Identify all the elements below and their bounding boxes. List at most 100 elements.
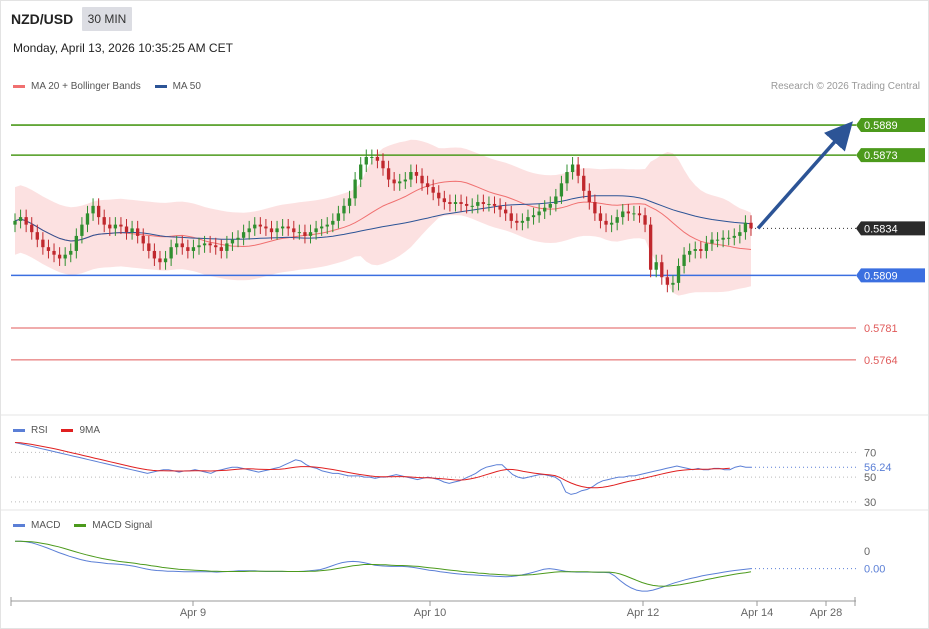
- candle-body: [648, 224, 653, 270]
- candle-body: [41, 239, 45, 248]
- rsi-swatch: [13, 428, 25, 432]
- rsi-legend: RSI 9MA: [13, 425, 111, 436]
- candle-body: [124, 226, 129, 233]
- candle-body: [576, 164, 580, 176]
- macd-swatch: [13, 523, 25, 527]
- macd-last-value: 0.00: [864, 564, 885, 576]
- candle-body: [96, 205, 101, 218]
- candle-body: [308, 232, 313, 236]
- candle-body: [108, 224, 112, 229]
- candle-body: [230, 239, 235, 244]
- candle-body: [258, 224, 262, 227]
- candle-body: [464, 203, 469, 206]
- candle-body: [359, 164, 363, 180]
- candle-body: [621, 211, 625, 218]
- legend-item-ma50: MA 50: [154, 81, 201, 92]
- candle-body: [643, 215, 647, 225]
- candle-body: [453, 202, 458, 204]
- candle-body: [303, 232, 307, 236]
- candle-body: [225, 243, 229, 251]
- candle-body: [537, 211, 541, 216]
- candle-body: [375, 157, 380, 161]
- candle-body: [442, 198, 446, 203]
- candle-body: [437, 192, 441, 199]
- candle-body: [152, 250, 157, 259]
- legend-item-9ma: 9MA: [61, 425, 100, 436]
- rsi-series-rsi: [14, 442, 751, 495]
- candle-body: [247, 228, 251, 233]
- macd-tick-0: 0: [864, 546, 870, 558]
- x-tick-label: Apr 10: [414, 607, 446, 619]
- symbol-title[interactable]: NZD/USD: [11, 11, 74, 27]
- candle-body: [403, 179, 407, 182]
- candle-body: [370, 157, 374, 158]
- candle-body: [85, 213, 90, 225]
- candle-body: [364, 157, 368, 165]
- level-label-0.5764: 0.5764: [864, 355, 898, 367]
- candle-body: [158, 258, 162, 263]
- candle-body: [727, 237, 731, 239]
- datetime-label: Monday, April 13, 2026 10:35:25 AM CET: [13, 41, 233, 55]
- candle-body: [297, 232, 302, 234]
- candle-body: [280, 226, 285, 229]
- candle-body: [353, 179, 357, 199]
- candle-body: [347, 198, 352, 206]
- rsi-last-value: 56.24: [864, 462, 892, 474]
- candle-body: [214, 245, 218, 248]
- candle-body: [253, 224, 257, 229]
- candle-body: [515, 220, 519, 223]
- candle-body: [57, 254, 62, 259]
- candle-body: [660, 262, 664, 278]
- candle-body: [459, 202, 463, 204]
- candle-body: [481, 202, 486, 204]
- projection-arrow: [756, 121, 853, 230]
- legend-item-macd: MACD: [13, 520, 60, 531]
- candle-body: [414, 172, 419, 176]
- level-label-0.5809: 0.5809: [864, 270, 898, 282]
- candle-body: [476, 202, 480, 206]
- candle-body: [715, 239, 720, 241]
- macd-legend: MACD MACD Signal: [13, 520, 163, 531]
- candle-body: [264, 226, 268, 229]
- candle-body: [654, 262, 658, 270]
- candle-body: [91, 205, 95, 214]
- ma50-swatch: [154, 84, 167, 88]
- 9ma-swatch: [61, 428, 74, 432]
- candle-body: [492, 203, 497, 206]
- candle-body: [119, 224, 123, 227]
- candle-body: [136, 228, 140, 236]
- candle-body: [30, 224, 34, 233]
- candle-body: [487, 203, 491, 205]
- candle-body: [80, 224, 84, 236]
- rsi-tick-50: 50: [864, 472, 876, 484]
- level-label-0.5889: 0.5889: [864, 120, 898, 132]
- timeframe-badge[interactable]: 30 MIN: [82, 7, 132, 31]
- candle-body: [163, 258, 168, 263]
- candle-body: [593, 202, 597, 214]
- candle-body: [381, 160, 385, 169]
- level-tag-0.5873: [856, 148, 925, 163]
- candle-body: [191, 247, 196, 251]
- candle-body: [269, 228, 274, 233]
- candle-body: [509, 213, 513, 221]
- rsi-series-9ma: [14, 442, 730, 489]
- candle-body: [180, 243, 184, 248]
- candle-body: [35, 232, 39, 240]
- candle-body: [693, 249, 697, 251]
- candle-body: [448, 202, 452, 204]
- candle-body: [732, 235, 736, 238]
- x-tick-label: Apr 14: [741, 607, 773, 619]
- macd-series-macd: [15, 540, 752, 592]
- research-credit: Research © 2026 Trading Central: [770, 81, 920, 92]
- candle-body: [587, 190, 591, 203]
- candle-body: [615, 217, 619, 223]
- candle-body: [398, 181, 402, 184]
- candle-body: [582, 175, 586, 191]
- candle-body: [721, 237, 725, 240]
- candle-body: [13, 220, 17, 225]
- main-legend: MA 20 + Bollinger Bands MA 50: [13, 81, 212, 92]
- x-tick-label: Apr 9: [180, 607, 206, 619]
- candle-body: [24, 217, 28, 225]
- legend-label-macd-signal: MACD Signal: [92, 520, 153, 531]
